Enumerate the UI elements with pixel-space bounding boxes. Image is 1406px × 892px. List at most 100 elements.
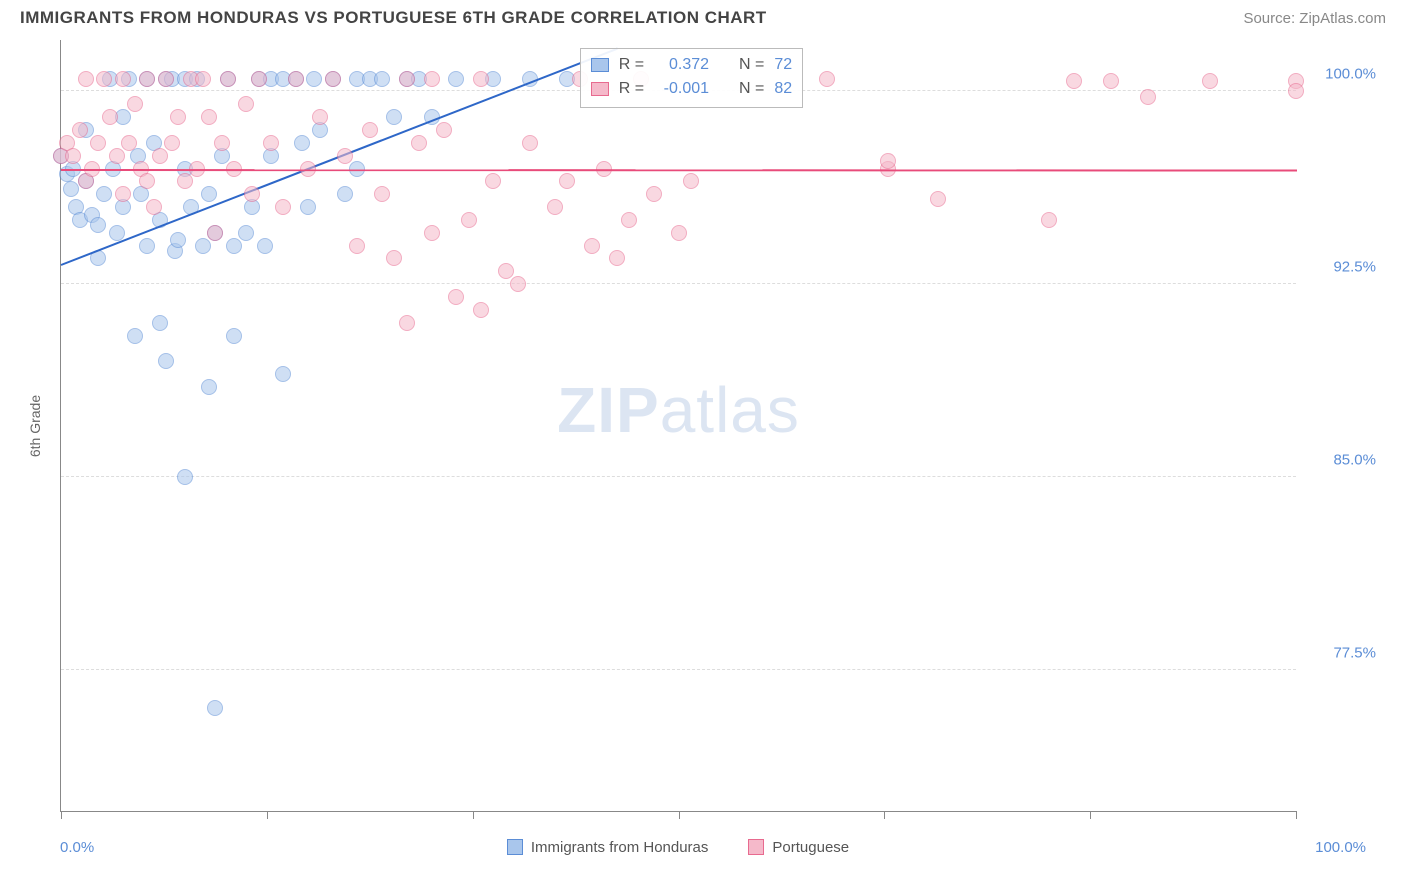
scatter-point-portuguese [1202, 73, 1218, 89]
scatter-point-honduras [127, 328, 143, 344]
stat-row-portuguese: R =-0.001N =82 [591, 77, 792, 101]
scatter-point-portuguese [498, 263, 514, 279]
watermark-light: atlas [660, 374, 800, 446]
scatter-point-portuguese [473, 71, 489, 87]
scatter-point-honduras [195, 238, 211, 254]
scatter-point-portuguese [1103, 73, 1119, 89]
scatter-point-portuguese [127, 96, 143, 112]
y-tick-label: 92.5% [1333, 259, 1376, 276]
legend-swatch [507, 839, 523, 855]
chart-title: IMMIGRANTS FROM HONDURAS VS PORTUGUESE 6… [20, 8, 767, 28]
scatter-point-honduras [257, 238, 273, 254]
scatter-point-portuguese [399, 71, 415, 87]
scatter-point-portuguese [65, 148, 81, 164]
stat-r-value: -0.001 [654, 80, 709, 98]
chart-source: Source: ZipAtlas.com [1243, 10, 1386, 27]
x-max-label: 100.0% [1315, 839, 1366, 856]
scatter-point-portuguese [325, 71, 341, 87]
scatter-point-portuguese [275, 199, 291, 215]
stat-swatch [591, 82, 609, 96]
scatter-point-portuguese [819, 71, 835, 87]
scatter-point-portuguese [158, 71, 174, 87]
x-tick [1296, 811, 1297, 819]
scatter-point-portuguese [683, 173, 699, 189]
scatter-point-honduras [374, 71, 390, 87]
x-axis-row: 0.0% Immigrants from HondurasPortuguese … [60, 822, 1296, 872]
scatter-point-portuguese [139, 71, 155, 87]
y-axis-label: 6th Grade [27, 395, 43, 457]
scatter-point-portuguese [362, 122, 378, 138]
scatter-point-portuguese [621, 212, 637, 228]
stat-r-value: 0.372 [654, 56, 709, 74]
legend-item: Immigrants from Honduras [507, 839, 709, 856]
scatter-point-portuguese [115, 71, 131, 87]
scatter-point-honduras [275, 366, 291, 382]
scatter-point-portuguese [424, 225, 440, 241]
scatter-point-portuguese [220, 71, 236, 87]
scatter-point-portuguese [609, 250, 625, 266]
stat-n-label: N = [739, 56, 764, 74]
watermark: ZIPatlas [557, 373, 800, 447]
stat-n-label: N = [739, 80, 764, 98]
scatter-point-portuguese [448, 289, 464, 305]
chart-area: 6th Grade ZIPatlas 77.5% 85.0% 92.5% 100.0%… [20, 40, 1386, 872]
gridline-h [61, 476, 1296, 477]
regression-line-portuguese [61, 169, 1297, 172]
stat-n-value: 72 [774, 56, 792, 74]
legend-label: Portuguese [772, 839, 849, 856]
legend-bottom: Immigrants from Honduras Portuguese [507, 839, 849, 856]
stat-r-label: R = [619, 56, 644, 74]
scatter-point-portuguese [337, 148, 353, 164]
scatter-point-honduras [300, 199, 316, 215]
chart-header: IMMIGRANTS FROM HONDURAS VS PORTUGUESE 6… [0, 0, 1406, 32]
scatter-point-portuguese [424, 71, 440, 87]
plot-area: ZIPatlas 77.5%85.0%92.5%100.0%R =0.372N … [60, 40, 1296, 812]
scatter-point-portuguese [1066, 73, 1082, 89]
scatter-point-portuguese [90, 135, 106, 151]
scatter-point-portuguese [559, 173, 575, 189]
y-tick-label: 77.5% [1333, 644, 1376, 661]
stat-box: R =0.372N =72R =-0.001N =82 [580, 48, 803, 108]
scatter-point-portuguese [72, 122, 88, 138]
scatter-point-portuguese [96, 71, 112, 87]
x-tick [1090, 811, 1091, 819]
y-axis-label-wrap: 6th Grade [20, 40, 50, 812]
scatter-point-portuguese [121, 135, 137, 151]
scatter-point-portuguese [312, 109, 328, 125]
scatter-point-honduras [177, 469, 193, 485]
gridline-h [61, 669, 1296, 670]
scatter-point-portuguese [374, 186, 390, 202]
scatter-point-portuguese [201, 109, 217, 125]
scatter-point-honduras [226, 328, 242, 344]
scatter-point-honduras [152, 315, 168, 331]
y-tick-label: 85.0% [1333, 451, 1376, 468]
legend-label: Immigrants from Honduras [531, 839, 709, 856]
scatter-point-portuguese [244, 186, 260, 202]
scatter-point-honduras [170, 232, 186, 248]
scatter-point-portuguese [399, 315, 415, 331]
scatter-point-portuguese [195, 71, 211, 87]
scatter-point-honduras [96, 186, 112, 202]
scatter-point-portuguese [207, 225, 223, 241]
scatter-point-portuguese [547, 199, 563, 215]
x-tick [267, 811, 268, 819]
watermark-bold: ZIP [557, 374, 660, 446]
scatter-point-honduras [226, 238, 242, 254]
scatter-point-portuguese [263, 135, 279, 151]
x-tick [61, 811, 62, 819]
scatter-point-portuguese [584, 238, 600, 254]
scatter-point-portuguese [177, 173, 193, 189]
x-tick [473, 811, 474, 819]
scatter-point-portuguese [930, 191, 946, 207]
scatter-point-honduras [238, 225, 254, 241]
scatter-point-honduras [386, 109, 402, 125]
scatter-point-honduras [337, 186, 353, 202]
scatter-point-honduras [207, 700, 223, 716]
scatter-point-honduras [448, 71, 464, 87]
x-tick [884, 811, 885, 819]
scatter-point-portuguese [349, 238, 365, 254]
scatter-point-honduras [158, 353, 174, 369]
scatter-point-honduras [294, 135, 310, 151]
scatter-point-portuguese [485, 173, 501, 189]
scatter-point-portuguese [510, 276, 526, 292]
